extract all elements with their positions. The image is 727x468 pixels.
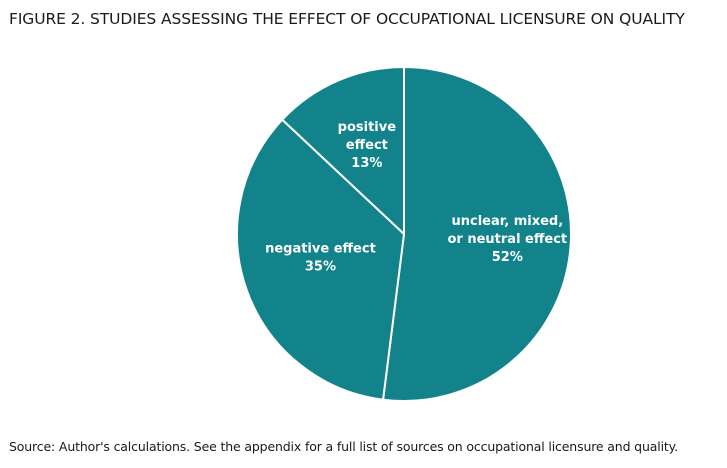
- slice-name-label: negative effect: [265, 241, 376, 256]
- pie-slice: [382, 66, 572, 402]
- slice-label: negative effect 35%: [265, 241, 376, 274]
- slice-value-label: 52%: [492, 250, 523, 265]
- pie-labels: unclear, mixed, or neutral effect 52% negat…: [265, 120, 567, 274]
- slice-name-label: or neutral effect: [447, 232, 567, 247]
- slice-label: positive effect 13%: [338, 120, 397, 171]
- pie-slice: [236, 118, 405, 401]
- slice-value-label: 35%: [305, 259, 336, 274]
- slice-name-label: effect: [346, 138, 388, 153]
- slice-label: unclear, mixed, or neutral effect 52%: [447, 214, 567, 265]
- slice-name-label: unclear, mixed,: [451, 214, 563, 229]
- slice-name-label: positive: [338, 120, 397, 135]
- pie-slices: [236, 66, 572, 402]
- pie-slice: [281, 66, 405, 235]
- source-note: Source: Author's calculations. See the a…: [9, 439, 678, 454]
- figure-title: FIGURE 2. STUDIES ASSESSING THE EFFECT O…: [9, 10, 685, 28]
- pie-chart: unclear, mixed, or neutral effect 52% negat…: [236, 66, 572, 402]
- slice-value-label: 13%: [351, 156, 382, 171]
